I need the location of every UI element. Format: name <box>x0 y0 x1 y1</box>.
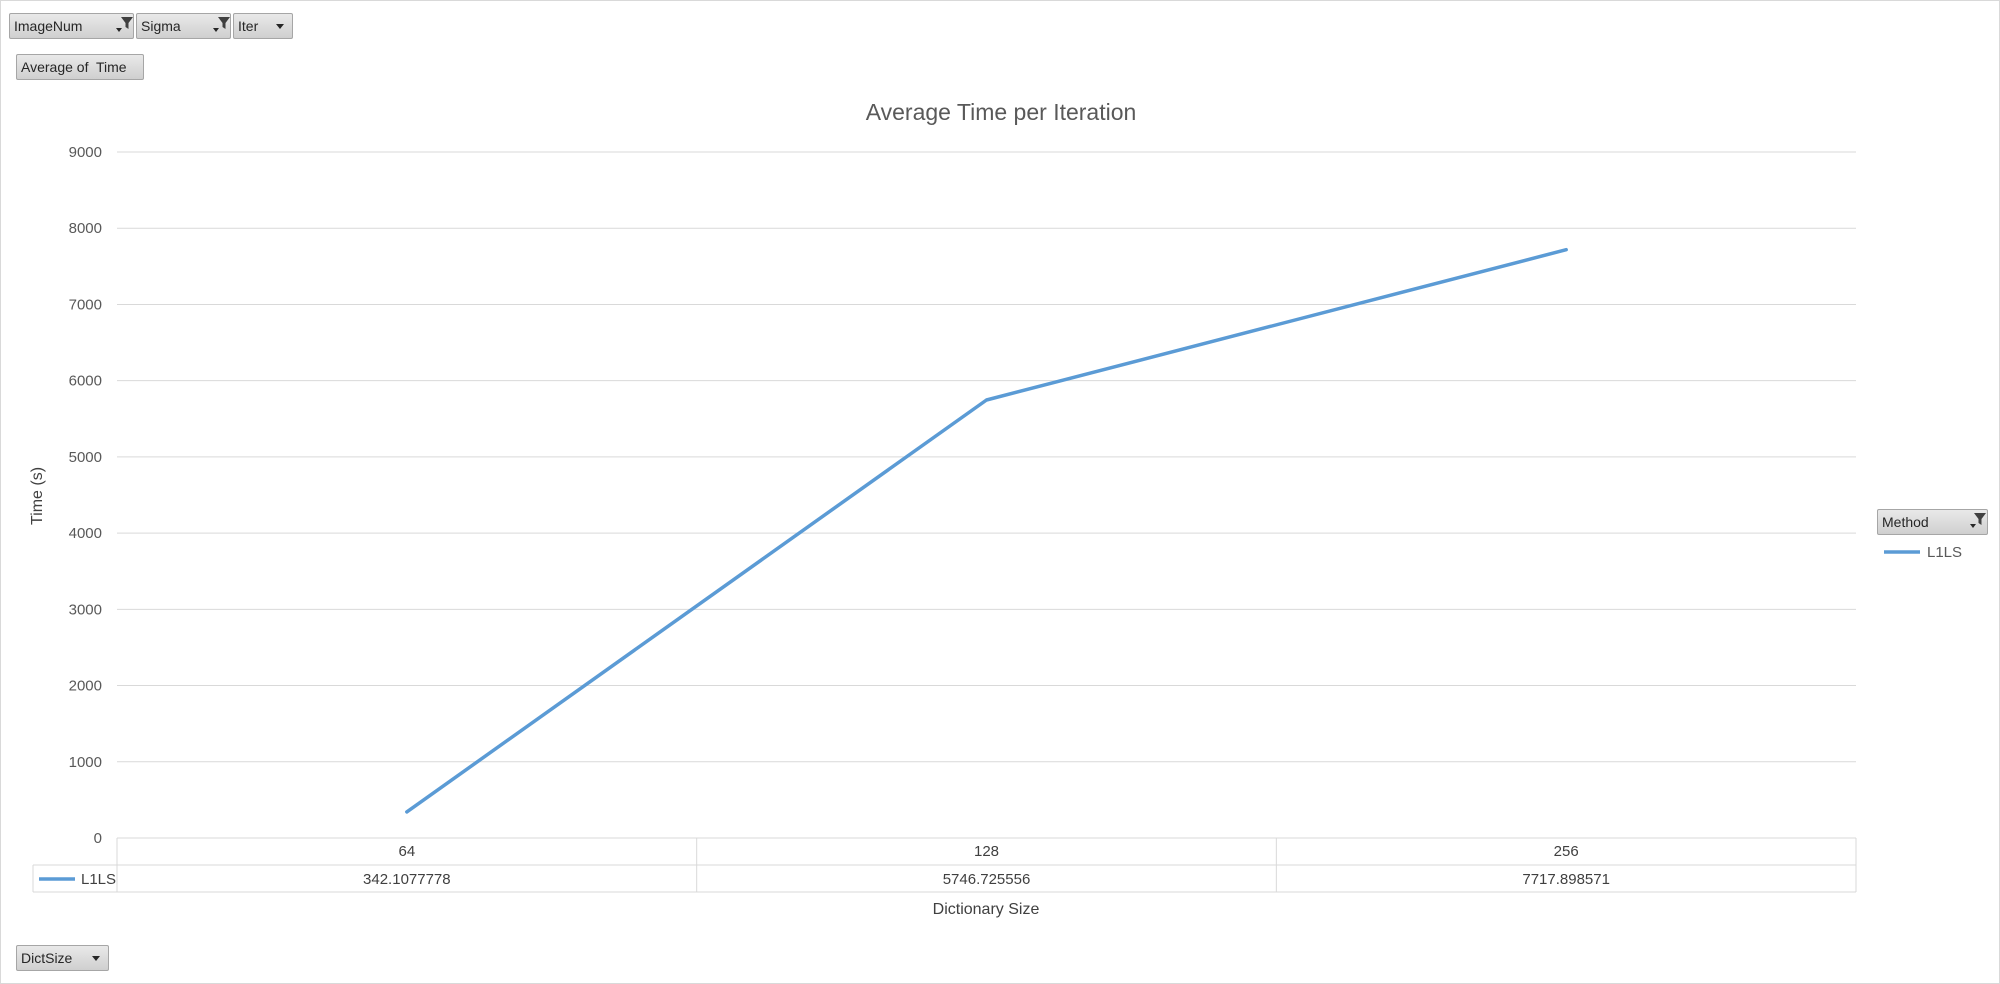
x-axis-title: Dictionary Size <box>933 901 1040 918</box>
data-table-value: 7717.898571 <box>1522 871 1610 888</box>
filter-button-imagenum[interactable]: ImageNum <box>9 13 134 39</box>
legend-field-button-method[interactable]: Method <box>1877 509 1988 535</box>
legend-entry-label: L1LS <box>1927 544 1962 561</box>
filter-funnel-icon <box>121 17 133 29</box>
y-tick-label: 7000 <box>69 296 102 313</box>
y-tick-label: 2000 <box>69 678 102 695</box>
legend: L1LS <box>1884 544 1962 561</box>
y-tick-label: 6000 <box>69 373 102 390</box>
y-tick-label: 8000 <box>69 220 102 237</box>
filter-label-sigma: Sigma <box>141 18 181 34</box>
data-table-value: 342.1077778 <box>363 871 451 888</box>
y-axis-ticks: 0 1000 2000 3000 4000 5000 6000 7000 8000 9000 <box>69 144 102 847</box>
table-series-name: L1LS <box>81 871 116 888</box>
filter-label-imagenum: ImageNum <box>14 18 83 34</box>
dropdown-arrow-icon <box>276 24 284 29</box>
axis-field-label: DictSize <box>21 950 73 966</box>
y-tick-label: 9000 <box>69 144 102 161</box>
values-field-button[interactable]: Average of Time <box>16 54 144 80</box>
chart-title: Average Time per Iteration <box>866 99 1137 125</box>
y-tick-label: 1000 <box>69 754 102 771</box>
y-axis-title: Time (s) <box>29 467 46 525</box>
y-tick-label: 0 <box>94 830 102 847</box>
filter-funnel-icon <box>218 17 230 29</box>
x-category-label: 128 <box>974 843 999 860</box>
gridlines <box>117 151 1856 763</box>
filter-button-iter[interactable]: Iter <box>233 13 293 39</box>
data-table: 64 128 256 L1LS 342.1077778 5746.725556 7717.8… <box>32 837 1857 893</box>
dropdown-arrow-icon <box>1970 524 1976 528</box>
dropdown-arrow-icon <box>92 956 100 961</box>
filter-button-sigma[interactable]: Sigma <box>136 13 231 39</box>
series-line-l1ls <box>405 247 1568 814</box>
dropdown-arrow-icon <box>213 28 219 32</box>
y-tick-label: 3000 <box>69 601 102 618</box>
x-category-label: 256 <box>1554 843 1579 860</box>
dropdown-arrow-icon <box>116 28 122 32</box>
series-lines <box>405 247 1568 814</box>
y-tick-label: 4000 <box>69 525 102 542</box>
legend-field-label: Method <box>1882 514 1929 530</box>
axis-field-button-dictsize[interactable]: DictSize <box>16 945 109 971</box>
filter-funnel-icon <box>1974 513 1986 525</box>
values-field-label: Average of Time <box>21 59 127 75</box>
x-category-label: 64 <box>398 843 415 860</box>
filter-label-iter: Iter <box>238 18 259 34</box>
y-tick-label: 5000 <box>69 449 102 466</box>
data-table-value: 5746.725556 <box>943 871 1031 888</box>
